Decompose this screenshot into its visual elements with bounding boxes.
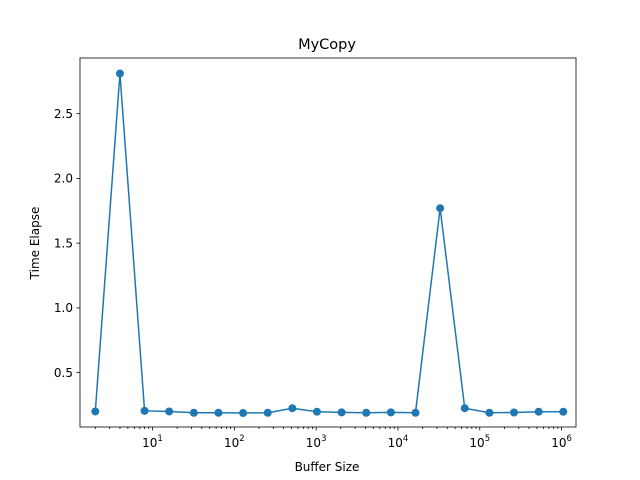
- data-point: [115, 69, 124, 78]
- x-tick-exponent: 3: [321, 434, 326, 444]
- data-point: [263, 408, 272, 417]
- x-tick-base: 10: [306, 436, 321, 450]
- y-tick-label: 2.0: [54, 172, 73, 186]
- data-point: [485, 408, 494, 417]
- x-tick-label: 101: [142, 434, 163, 450]
- series-line: [94, 73, 564, 414]
- data-point: [460, 404, 469, 413]
- y-axis-label: Time Elapse: [28, 207, 42, 281]
- data-point: [362, 408, 371, 417]
- data-point: [165, 407, 174, 416]
- data-point: [337, 408, 346, 417]
- x-tick-label: 104: [388, 434, 409, 450]
- chart-title: MyCopy: [298, 37, 356, 53]
- data-point: [534, 407, 543, 416]
- x-tick-exponent: 5: [485, 434, 490, 444]
- data-point: [386, 408, 395, 417]
- x-tick-base: 10: [224, 436, 239, 450]
- data-point: [436, 204, 445, 213]
- data-point: [411, 408, 420, 417]
- x-tick-exponent: 6: [567, 434, 572, 444]
- data-point: [239, 409, 248, 418]
- data-point: [288, 404, 297, 413]
- x-tick-base: 10: [469, 436, 484, 450]
- x-tick-exponent: 2: [239, 434, 244, 444]
- data-point: [214, 408, 223, 417]
- x-axis-label: Buffer Size: [295, 460, 360, 474]
- data-point: [140, 406, 149, 415]
- y-tick-label: 0.5: [54, 366, 73, 380]
- data-point: [510, 408, 519, 417]
- x-tick-label: 102: [224, 434, 245, 450]
- x-tick-exponent: 4: [403, 434, 408, 444]
- y-tick-label: 1.5: [54, 236, 73, 250]
- y-tick-label: 1.0: [54, 301, 73, 315]
- y-tick-label: 2.5: [54, 107, 73, 121]
- x-tick-base: 10: [388, 436, 403, 450]
- data-point: [312, 407, 321, 416]
- data-point: [91, 407, 100, 416]
- data-point: [559, 407, 568, 416]
- x-tick-label: 106: [551, 434, 572, 450]
- axes-frame: [79, 57, 577, 428]
- x-tick-base: 10: [551, 436, 566, 450]
- x-tick-label: 105: [469, 434, 490, 450]
- x-tick-label: 103: [306, 434, 327, 450]
- x-tick-base: 10: [142, 436, 157, 450]
- x-tick-exponent: 1: [157, 434, 162, 444]
- data-point: [189, 408, 198, 417]
